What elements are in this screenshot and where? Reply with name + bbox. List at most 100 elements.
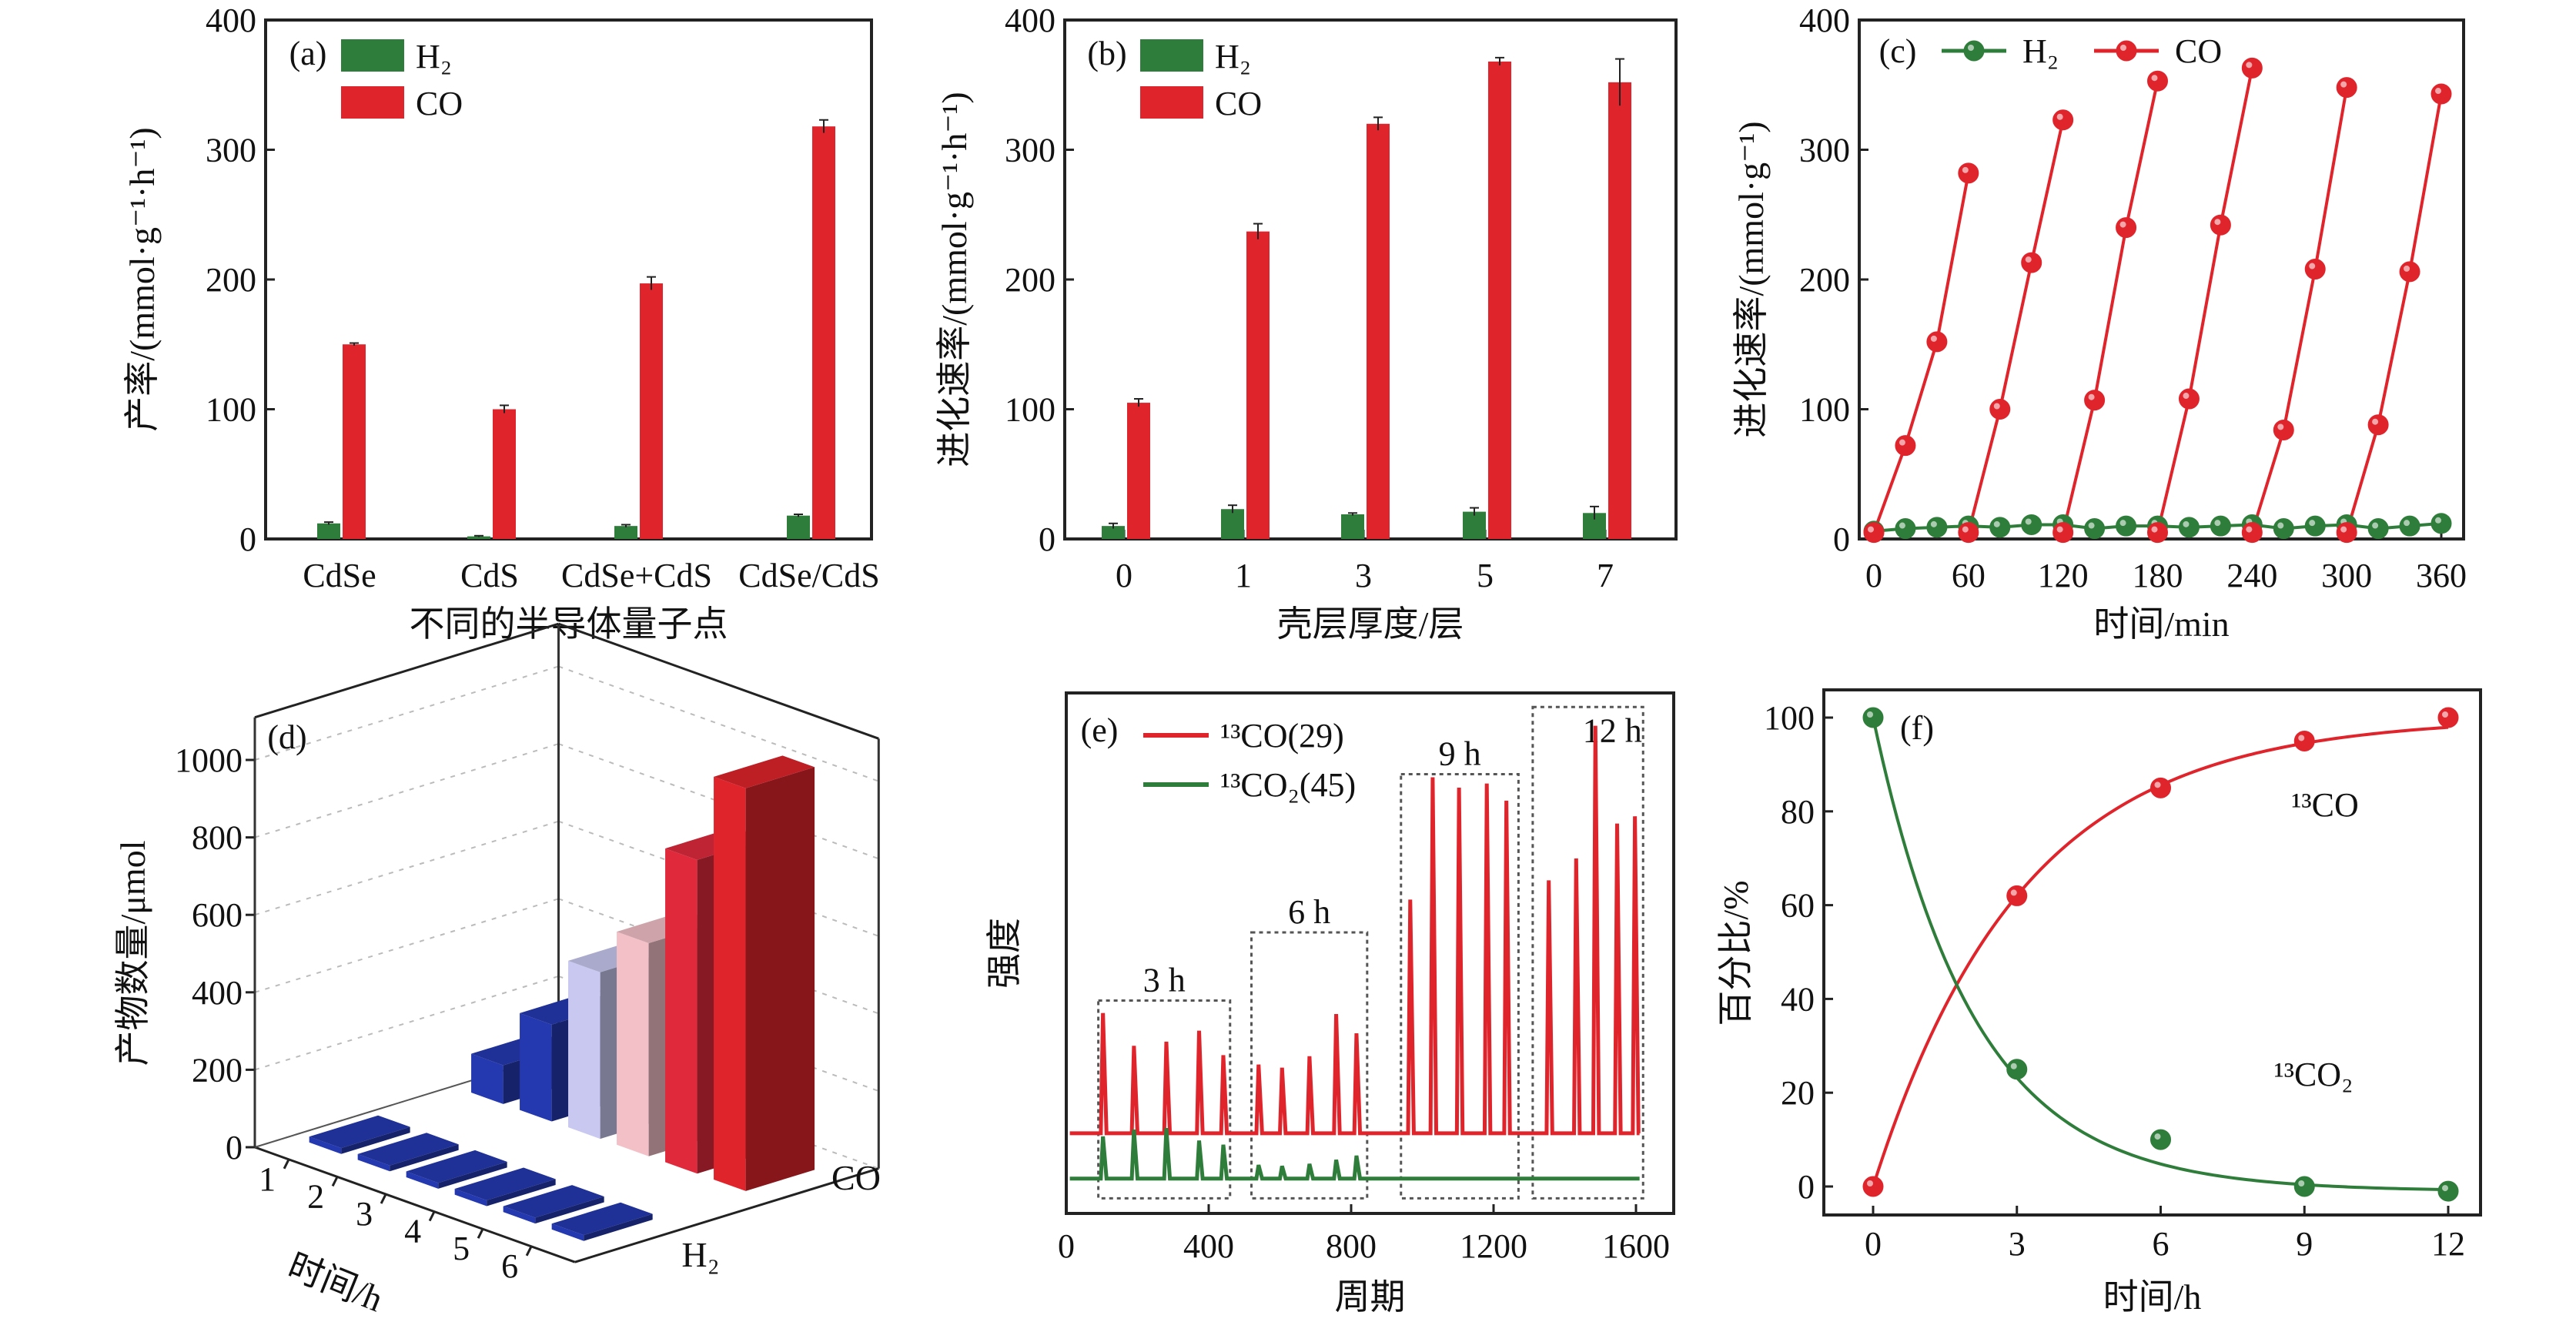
marker-highlight (2088, 522, 2095, 529)
marker-highlight (2277, 423, 2284, 430)
marker-highlight (1968, 45, 1974, 51)
co-point (2241, 522, 2263, 544)
legend-marker (2116, 40, 2137, 62)
marker-highlight (1930, 335, 1937, 342)
bar-h2 (1341, 514, 1364, 539)
x-tick-label: 300 (2321, 557, 2372, 594)
bar-h2 (551, 1223, 584, 1241)
axis-edge (254, 1146, 576, 1263)
co-point (1989, 399, 2011, 420)
y-tick-label: 0 (1833, 520, 1850, 558)
bar-h2 (467, 536, 490, 539)
co-line (2250, 87, 2349, 534)
marker-highlight (2183, 520, 2190, 527)
marker-highlight (1868, 526, 1874, 533)
co2-point (1862, 707, 1884, 728)
marker-highlight (2404, 265, 2410, 272)
marker-highlight (2298, 735, 2305, 741)
bar-h2 (309, 1136, 342, 1154)
grid-line (558, 820, 879, 937)
z-tick-label: 800 (192, 819, 243, 857)
co-point (2273, 419, 2294, 440)
co2-point (2150, 1129, 2171, 1150)
co-point (2437, 707, 2459, 728)
h2-point (1989, 517, 2011, 538)
x-tick-label: 400 (1183, 1227, 1234, 1265)
time-tick-label: 4 (404, 1213, 421, 1250)
x-tick-label: 0 (1058, 1227, 1075, 1265)
grid-line (558, 665, 879, 782)
y-axis-label: 强度 (985, 918, 1024, 989)
marker-highlight (2025, 518, 2032, 525)
co-point (1958, 522, 1979, 544)
y-tick-label: 300 (206, 132, 256, 169)
marker-highlight (2442, 711, 2448, 718)
time-tick (428, 1210, 436, 1222)
x-tick-label: 5 (1477, 557, 1494, 594)
x-tick-label: 0 (1865, 557, 1882, 594)
time-tick (380, 1193, 387, 1204)
marker-highlight (2309, 520, 2316, 527)
h2-point (2430, 513, 2452, 534)
y-tick-label: 200 (1799, 261, 1850, 299)
bar-h2 (503, 1206, 536, 1224)
legend-label: H₂ (416, 38, 452, 75)
x-tick-label: CdSe/CdS (738, 557, 879, 594)
panel-label: (d) (267, 718, 306, 756)
marker-highlight (2183, 393, 2190, 400)
marker-highlight (1867, 1180, 1873, 1186)
bar-h2 (1463, 511, 1486, 539)
y-tick-label: 60 (1781, 887, 1815, 925)
x-tick-label: 0 (1865, 1225, 1882, 1263)
marker-highlight (2154, 1133, 2161, 1140)
x-tick-label: 1600 (1602, 1227, 1670, 1265)
bar-co (520, 1012, 552, 1122)
panel-label: (f) (1900, 709, 1934, 747)
y-tick-label: 20 (1781, 1074, 1815, 1112)
legend-label: CO (1215, 85, 1262, 122)
co-point (2084, 390, 2106, 411)
y-axis-label: 进化速率/(mmol·g⁻¹) (1731, 121, 1771, 437)
panel-label: (e) (1081, 711, 1119, 749)
h2-point (2399, 515, 2420, 537)
bar-co (812, 126, 835, 540)
co-point (2430, 83, 2452, 105)
bar-co (568, 960, 601, 1140)
co-point (2367, 414, 2389, 436)
legend-swatch (1140, 86, 1203, 119)
x-tick-label: 240 (2226, 557, 2277, 594)
marker-highlight (2010, 889, 2017, 896)
marker-highlight (1993, 520, 2000, 527)
bar-co-top (714, 755, 815, 788)
panel-label: (a) (289, 35, 327, 72)
bar-co (1246, 231, 1270, 539)
x-axis-label: 周期 (1335, 1277, 1406, 1317)
y-tick-label: 0 (239, 520, 256, 558)
z-category-label: CO (831, 1158, 881, 1197)
legend-label: ¹³CO(29) (1220, 717, 1344, 755)
marker-highlight (2442, 1185, 2448, 1192)
co-point (2021, 252, 2042, 273)
y-tick-label: 0 (1039, 520, 1055, 558)
h2-point (2084, 518, 2106, 540)
marker-highlight (2309, 263, 2316, 269)
z-tick-label: 0 (226, 1129, 243, 1166)
co-trace (1069, 725, 1641, 1136)
legend-marker (1963, 40, 1985, 62)
bar-co (1488, 61, 1511, 540)
bar-h2 (614, 526, 637, 539)
plot-frame-f (1822, 688, 2482, 1217)
y-tick-label: 200 (1005, 261, 1055, 299)
x-tick-label: 60 (1952, 557, 1986, 594)
h2-point (2116, 515, 2137, 537)
y-tick-label: 200 (206, 261, 256, 299)
y-tick-label: 300 (1799, 132, 1850, 169)
series-label: ¹³CO (2291, 786, 2359, 824)
marker-highlight (2435, 517, 2441, 524)
co2-point (2006, 1059, 2028, 1080)
bar-h2 (317, 523, 340, 539)
grid-line (558, 898, 879, 1015)
co2-point (2437, 1180, 2459, 1202)
co-point (2399, 261, 2420, 283)
